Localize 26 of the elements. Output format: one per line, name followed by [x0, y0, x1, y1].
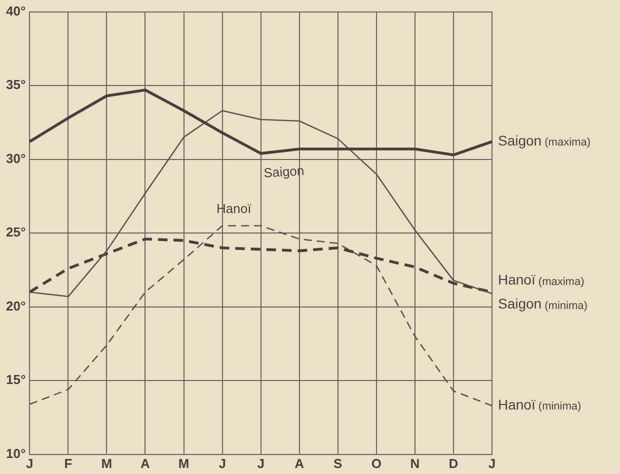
x-tick-label: A: [294, 456, 305, 471]
series-label: Saigon (minima): [498, 296, 588, 312]
x-tick-label: M: [178, 456, 190, 471]
series-label: Saigon (maxima): [498, 132, 590, 149]
x-tick-label: F: [64, 456, 72, 471]
y-tick-label: 30°: [6, 150, 26, 166]
y-tick-label: 40°: [6, 3, 26, 18]
x-tick-label: A: [140, 456, 151, 471]
y-tick-label: 20°: [6, 298, 26, 314]
x-tick-label: M: [101, 456, 112, 471]
x-tick-label: O: [371, 456, 382, 471]
y-tick-label: 15°: [6, 372, 26, 388]
series-label: Hanoï (minima): [498, 396, 582, 413]
x-tick-label: N: [410, 456, 420, 471]
x-tick-label: S: [334, 456, 343, 471]
x-tick-label: D: [448, 456, 458, 471]
x-tick-label: J: [488, 456, 496, 471]
x-tick-label: J: [26, 456, 34, 471]
y-tick-label: 35°: [6, 77, 26, 92]
x-tick-label: J: [218, 456, 226, 471]
series-label: Hanoï (maxima): [498, 272, 584, 288]
line-series: [29, 225, 493, 406]
y-tick-label: 25°: [6, 224, 26, 240]
x-tick-label: J: [257, 456, 264, 471]
annotation: Saigon: [263, 162, 305, 180]
y-tick-label: 10°: [6, 446, 26, 461]
